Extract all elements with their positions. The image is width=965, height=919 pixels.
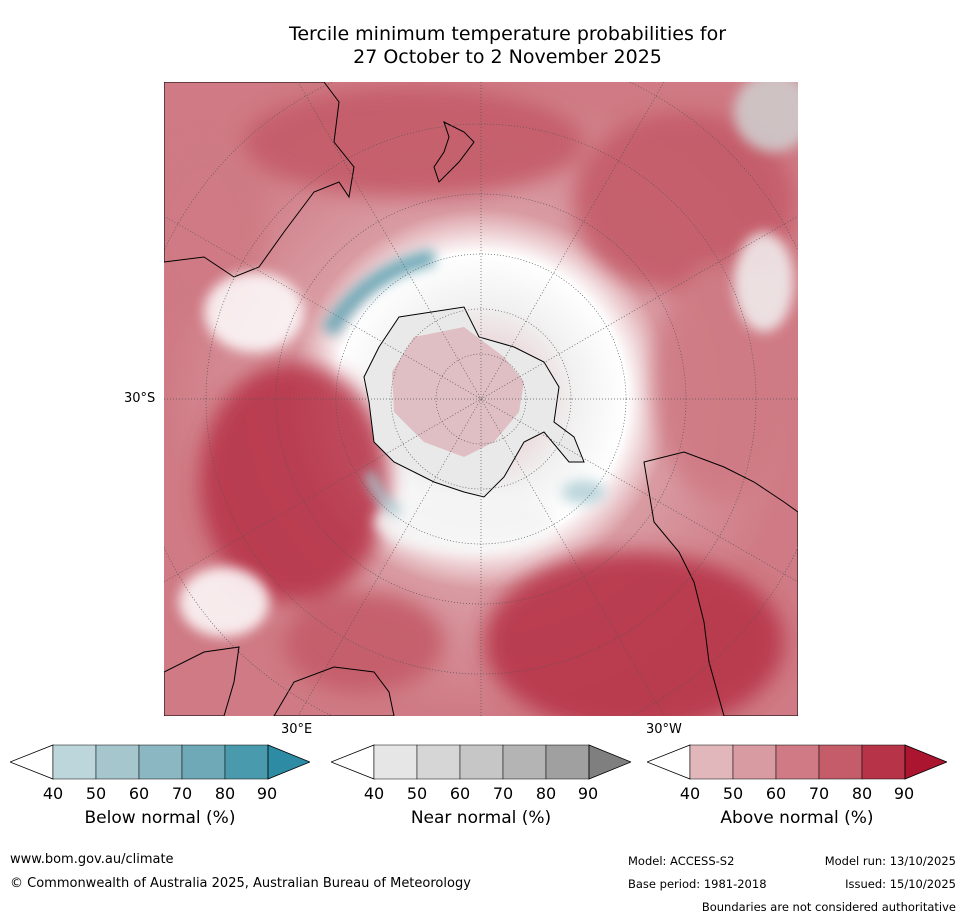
tick-label: 40	[363, 784, 385, 803]
tick-label: 80	[535, 784, 557, 803]
copyright-text: © Commonwealth of Australia 2025, Austra…	[10, 876, 471, 891]
graticule	[164, 82, 798, 716]
boundaries-disclaimer: Boundaries are not considered authoritat…	[701, 900, 956, 914]
colorbar-swatch	[545, 744, 590, 780]
model-name: Model: ACCESS-S2	[628, 854, 735, 868]
near-normal-colorbar	[331, 744, 631, 780]
new-zealand-coastline	[433, 121, 475, 183]
map-title-line-1: Tercile minimum temperature probabilitie…	[288, 23, 727, 45]
tick-label: 70	[492, 784, 514, 803]
tick-label: 50	[406, 784, 428, 803]
colorbar-swatch	[689, 744, 734, 780]
tick-label: 90	[577, 784, 599, 803]
colorbar-min-extend	[331, 744, 375, 780]
africa-coastline	[164, 646, 395, 716]
tick-label: 60	[449, 784, 471, 803]
near-normal-label: Near normal (%)	[410, 808, 552, 828]
tick-label: 70	[171, 784, 193, 803]
lon-label-30w: 30°W	[646, 722, 682, 737]
colorbar-swatch	[52, 744, 97, 780]
tick-label: 60	[765, 784, 787, 803]
colorbar-swatch	[818, 744, 863, 780]
colorbar-swatch	[861, 744, 906, 780]
below-normal-label: Below normal (%)	[84, 808, 236, 828]
colorbar-swatch	[138, 744, 183, 780]
above-normal-colorbar	[647, 744, 947, 780]
colorbar-swatch	[459, 744, 504, 780]
colorbar-max-extend	[904, 744, 947, 780]
south-america-coastline	[643, 451, 798, 716]
tick-label: 60	[128, 784, 150, 803]
near-normal-patches	[179, 82, 798, 637]
colorbar-swatch	[95, 744, 140, 780]
map-title-line-2: 27 October to 2 November 2025	[353, 46, 662, 68]
colorbar-swatch	[502, 744, 547, 780]
colorbar-swatch	[181, 744, 226, 780]
above-normal-label: Above normal (%)	[720, 808, 874, 828]
tick-label: 90	[893, 784, 915, 803]
tick-label: 40	[42, 784, 64, 803]
colorbar-swatch	[373, 744, 418, 780]
antarctica-interior	[392, 327, 524, 457]
base-period: Base period: 1981-2018	[628, 877, 767, 891]
below-normal-region	[322, 249, 606, 517]
tick-label: 50	[85, 784, 107, 803]
issued-date: Issued: 15/10/2025	[845, 877, 956, 891]
below-normal-colorbar	[10, 744, 310, 780]
tick-label: 80	[851, 784, 873, 803]
tick-label: 40	[679, 784, 701, 803]
lon-label-30e: 30°E	[281, 722, 313, 737]
tick-label: 70	[808, 784, 830, 803]
colorbar-swatch	[224, 744, 269, 780]
colorbar-swatch	[416, 744, 461, 780]
colorbar-swatch	[775, 744, 820, 780]
tick-label: 50	[722, 784, 744, 803]
probability-map	[164, 82, 798, 716]
website-link[interactable]: www.bom.gov.au/climate	[10, 852, 174, 867]
colorbar-max-extend	[267, 744, 310, 780]
model-run-date: Model run: 13/10/2025	[824, 854, 956, 868]
colorbar-min-extend	[10, 744, 54, 780]
tick-label: 80	[214, 784, 236, 803]
colorbar-max-extend	[588, 744, 631, 780]
colorbar-swatch	[732, 744, 777, 780]
lat-label-30s: 30°S	[124, 391, 156, 406]
colorbar-min-extend	[647, 744, 691, 780]
tick-label: 90	[256, 784, 278, 803]
